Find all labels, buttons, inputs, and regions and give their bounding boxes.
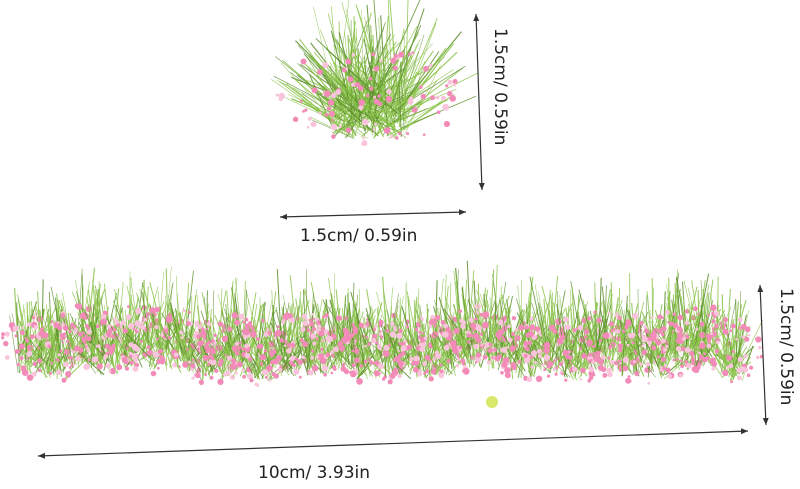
strip-height-arrow [757,284,769,426]
tuft-width-arrow [279,209,467,220]
tuft-width-label: 1.5cm/ 0.59in [300,226,418,246]
strip-length-arrow [37,428,749,459]
strip-height-label: 1.5cm/ 0.59in [776,288,796,406]
tuft-height-arrow [473,13,485,191]
tuft-height-label: 1.5cm/ 0.59in [490,28,510,146]
grass-strip-image [1,260,764,408]
strip-length-label: 10cm/ 3.93in [258,463,371,483]
grass-tuft-image [271,0,479,147]
